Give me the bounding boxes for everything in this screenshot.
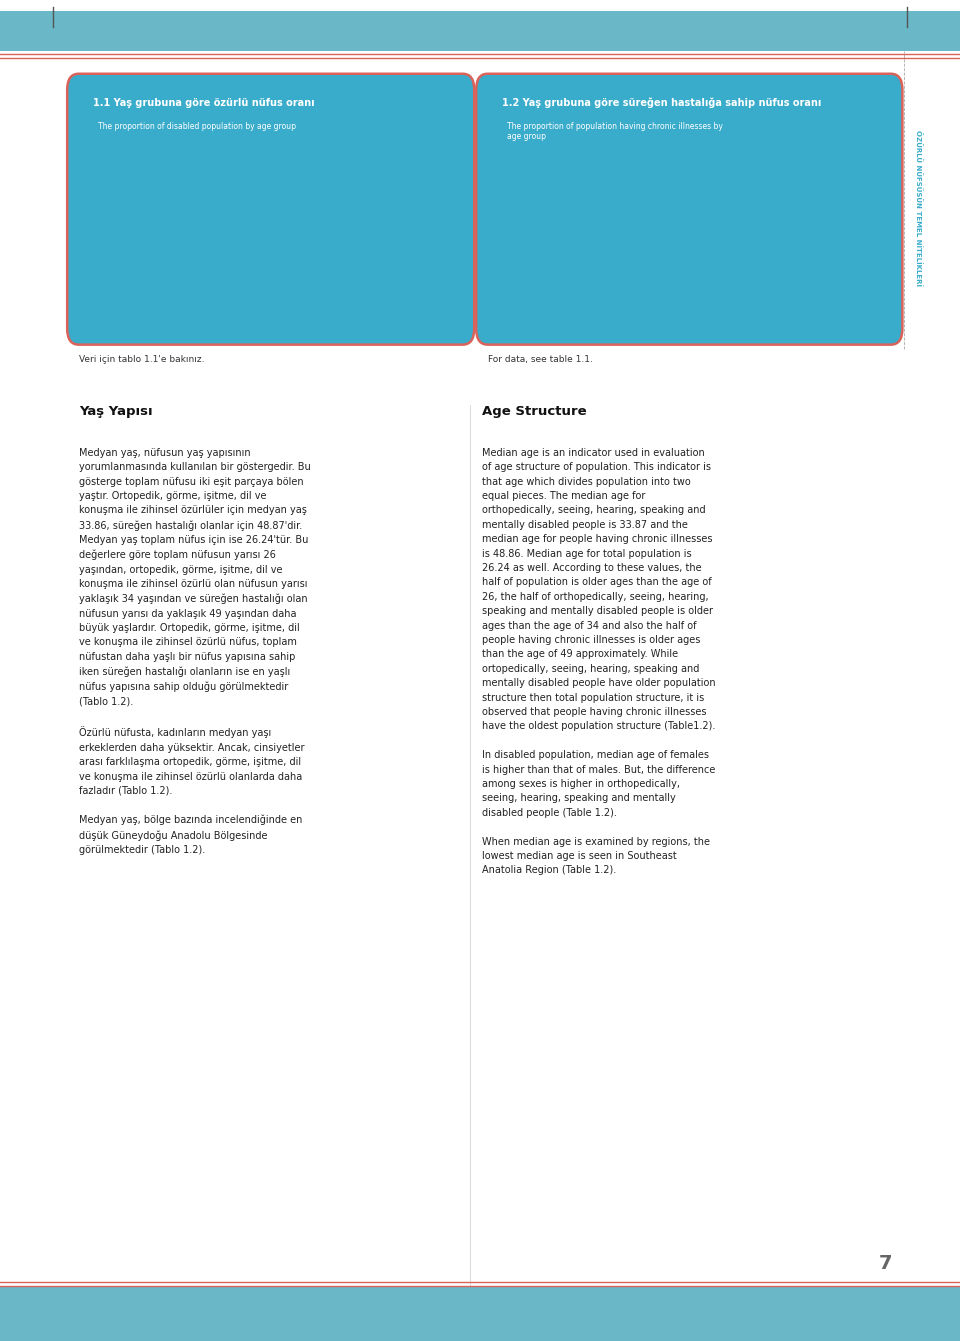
Bar [563, 270, 578, 275]
Y-axis label: %: % [106, 212, 115, 220]
Bar [547, 270, 563, 275]
Bar [270, 261, 285, 275]
Bar [255, 232, 270, 275]
Bar [388, 208, 402, 275]
Text: Median age is an indicator used in evaluation
of age structure of population. Th: Median age is an indicator used in evalu… [482, 448, 715, 876]
Bar [604, 261, 620, 275]
Bar [853, 162, 869, 275]
Bar [230, 261, 246, 275]
Bar [372, 162, 388, 275]
Bar [812, 170, 828, 275]
Text: Medyan yaş, nüfusun yaş yapısının
yorumlanmasında kullanılan bir göstergedir. Bu: Medyan yaş, nüfusun yaş yapısının yoruml… [79, 448, 310, 856]
Bar [729, 212, 745, 275]
Text: 1.1 Yaş grubuna göre özürlü nüfus oranı: 1.1 Yaş grubuna göre özürlü nüfus oranı [93, 98, 315, 107]
Bar [687, 241, 703, 275]
Text: The proportion of population having chronic illnesses by
age group: The proportion of population having chro… [507, 122, 723, 141]
Text: For data, see table 1.1.: For data, see table 1.1. [488, 355, 592, 365]
Bar [671, 245, 687, 275]
Bar [426, 173, 442, 275]
Bar [153, 264, 167, 275]
Bar [713, 223, 729, 275]
Text: The proportion of disabled population by age group: The proportion of disabled population by… [98, 122, 296, 131]
Text: DİE, 2002 TÜRKİYE ÖZÜRLÜLER ARAŞTIRMASI: DİE, 2002 TÜRKİYE ÖZÜRLÜLER ARAŞTIRMASI [329, 1306, 631, 1322]
Bar [191, 260, 206, 275]
Bar [216, 235, 230, 275]
Bar [177, 232, 191, 275]
Y-axis label: %: % [510, 212, 518, 220]
Text: 1.2 Yaş grubuna göre süreğen hastalığa sahip nüfus oranı: 1.2 Yaş grubuna göre süreğen hastalığa s… [502, 98, 822, 109]
Text: 7: 7 [878, 1254, 892, 1273]
Bar [294, 224, 309, 275]
Bar [755, 193, 770, 275]
Bar [137, 261, 153, 275]
Bar [412, 162, 426, 275]
Bar [348, 212, 363, 275]
Text: Age Structure: Age Structure [482, 405, 587, 418]
Bar [630, 255, 646, 275]
Bar [333, 201, 348, 275]
Bar [309, 241, 324, 275]
Bar [588, 260, 604, 275]
Bar [796, 178, 812, 275]
Legend: Erkek-Males, Kadın-Females: Erkek-Males, Kadın-Females [210, 308, 369, 325]
Text: Veri için tablo 1.1'e bakınız.: Veri için tablo 1.1'e bakınız. [79, 355, 204, 365]
Text: ÖZÜRLÜ NÜFSÜSÜN TEMEL NİTELİKLERİ: ÖZÜRLÜ NÜFSÜSÜN TEMEL NİTELİKLERİ [915, 130, 923, 286]
Text: Yaş Yapısı: Yaş Yapısı [79, 405, 153, 418]
Bar [770, 182, 786, 275]
Legend: Erkek-Males, Kadın-Females: Erkek-Males, Kadın-Females [629, 308, 787, 325]
Bar [838, 166, 853, 275]
Bar [646, 252, 661, 275]
